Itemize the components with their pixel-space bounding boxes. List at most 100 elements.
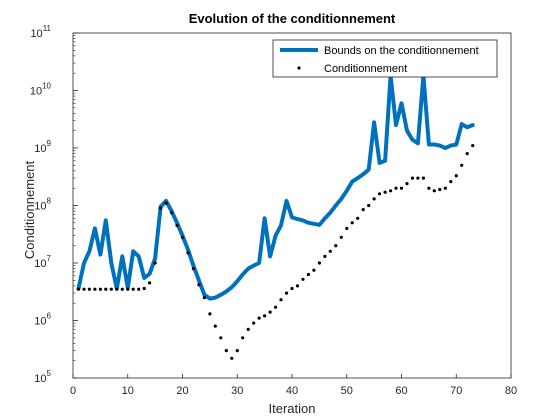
x-tick-label: 0 — [70, 385, 76, 397]
series-conditionnement-point — [443, 186, 447, 190]
series-conditionnement-point — [432, 189, 436, 193]
series-conditionnement-point — [328, 249, 332, 253]
series-conditionnement-point — [279, 298, 283, 302]
series-conditionnement-point — [410, 176, 414, 180]
legend-swatch-conditionnement — [297, 66, 301, 70]
series-conditionnement-point — [241, 336, 245, 340]
series-conditionnement-point — [186, 251, 190, 255]
series-conditionnement-point — [219, 336, 223, 340]
series-conditionnement-point — [175, 223, 179, 227]
x-tick-label: 50 — [341, 385, 353, 397]
series-conditionnement-point — [350, 221, 354, 225]
series-conditionnement-point — [252, 321, 256, 325]
legend: Bounds on the conditionnement Conditionn… — [272, 39, 498, 78]
series-conditionnement-point — [383, 190, 387, 194]
series-conditionnement-point — [438, 187, 442, 192]
series-conditionnement-point — [394, 186, 398, 190]
series-conditionnement-point — [339, 235, 343, 239]
series-conditionnement-point — [230, 356, 234, 360]
y-tick-label: 107 — [34, 254, 51, 270]
series-conditionnement-point — [274, 305, 278, 309]
series-conditionnement-point — [449, 180, 453, 184]
series-conditionnement-point — [323, 254, 327, 258]
series-conditionnement-point — [213, 324, 217, 328]
legend-label-bounds: Bounds on the conditionnement — [324, 45, 479, 57]
series-conditionnement-point — [268, 310, 272, 314]
x-tick-label: 10 — [122, 385, 134, 397]
series-conditionnement-point — [131, 287, 135, 291]
series-conditionnement-point — [109, 287, 113, 291]
y-tick-label: 105 — [34, 369, 51, 385]
x-tick-label: 80 — [505, 385, 517, 397]
series-conditionnement-point — [312, 268, 316, 272]
x-tick-label: 60 — [395, 385, 407, 397]
x-tick-label: 70 — [450, 385, 462, 397]
series-conditionnement-point — [93, 287, 97, 291]
series-conditionnement-point — [104, 287, 108, 291]
series-conditionnement-point — [427, 186, 431, 190]
series-conditionnement-point — [378, 192, 382, 196]
x-tick-label: 20 — [176, 385, 188, 397]
plot-area — [72, 32, 512, 379]
series-conditionnement-point — [421, 176, 425, 180]
series-conditionnement-point — [301, 277, 305, 281]
series-conditionnement-point — [361, 208, 365, 212]
series-conditionnement-point — [98, 287, 102, 291]
series-conditionnement-point — [405, 182, 409, 186]
x-tick-label: 40 — [286, 385, 298, 397]
series-conditionnement-point — [137, 287, 141, 291]
series-conditionnement-point — [120, 287, 124, 291]
y-tick-label: 1011 — [30, 24, 51, 40]
series-conditionnement-point — [87, 287, 91, 291]
y-tick-label: 108 — [34, 197, 51, 213]
series-conditionnement-point — [202, 296, 206, 300]
series-conditionnement-point — [164, 201, 168, 205]
series-conditionnement-point — [416, 176, 420, 180]
plot-axes — [72, 32, 512, 379]
series-conditionnement-point — [76, 287, 81, 291]
series-conditionnement-point — [82, 287, 86, 291]
series-conditionnement-point — [191, 267, 195, 271]
x-axis: 0 10 20 30 40 50 60 70 80 — [70, 374, 517, 397]
series-conditionnement-point — [197, 283, 201, 287]
series-conditionnement-point — [454, 174, 458, 178]
y-axis-label: Conditionnement — [22, 160, 37, 259]
chart-title: Evolution of the conditionnement — [189, 11, 396, 26]
series-conditionnement-point — [306, 272, 310, 277]
y-tick-label: 106 — [34, 312, 51, 328]
series-conditionnement-point — [460, 163, 464, 167]
series-conditionnement-point — [126, 287, 130, 291]
series-conditionnement-point — [372, 197, 376, 201]
series-conditionnement-point — [389, 189, 393, 193]
legend-label-conditionnement: Conditionnement — [324, 63, 407, 75]
series-conditionnement-point — [334, 244, 338, 248]
series-conditionnement-point — [115, 287, 119, 291]
series-conditionnement-point — [367, 203, 371, 208]
series-conditionnement-point — [170, 211, 174, 215]
series-conditionnement-point — [356, 216, 360, 220]
x-axis-label: Iteration — [269, 401, 316, 416]
series-bounds-line — [76, 73, 475, 301]
series-conditionnement-point — [465, 152, 469, 156]
legend-box — [272, 39, 498, 78]
y-tick-label: 109 — [34, 139, 51, 155]
series-conditionnement-point — [153, 261, 157, 265]
series-conditionnement-point — [284, 291, 289, 295]
series-conditionnement-point — [290, 286, 294, 291]
series-conditionnement-point — [142, 286, 146, 291]
series-conditionnement-point — [399, 186, 404, 190]
series-layer — [76, 73, 475, 360]
series-conditionnement-point — [235, 349, 239, 353]
series-conditionnement-point — [295, 284, 300, 288]
series-conditionnement-point — [263, 314, 267, 318]
y-tick-label: 1010 — [30, 82, 52, 98]
series-conditionnement-point — [317, 261, 321, 265]
series-conditionnement-point — [224, 349, 228, 353]
series-conditionnement-point — [148, 281, 152, 285]
y-axis: 105 106 107 108 109 1010 1011 — [30, 24, 78, 385]
series-conditionnement-point — [257, 316, 261, 320]
x-tick-label: 30 — [231, 385, 243, 397]
series-conditionnement-point — [180, 235, 185, 239]
series-conditionnement-point — [208, 312, 212, 316]
